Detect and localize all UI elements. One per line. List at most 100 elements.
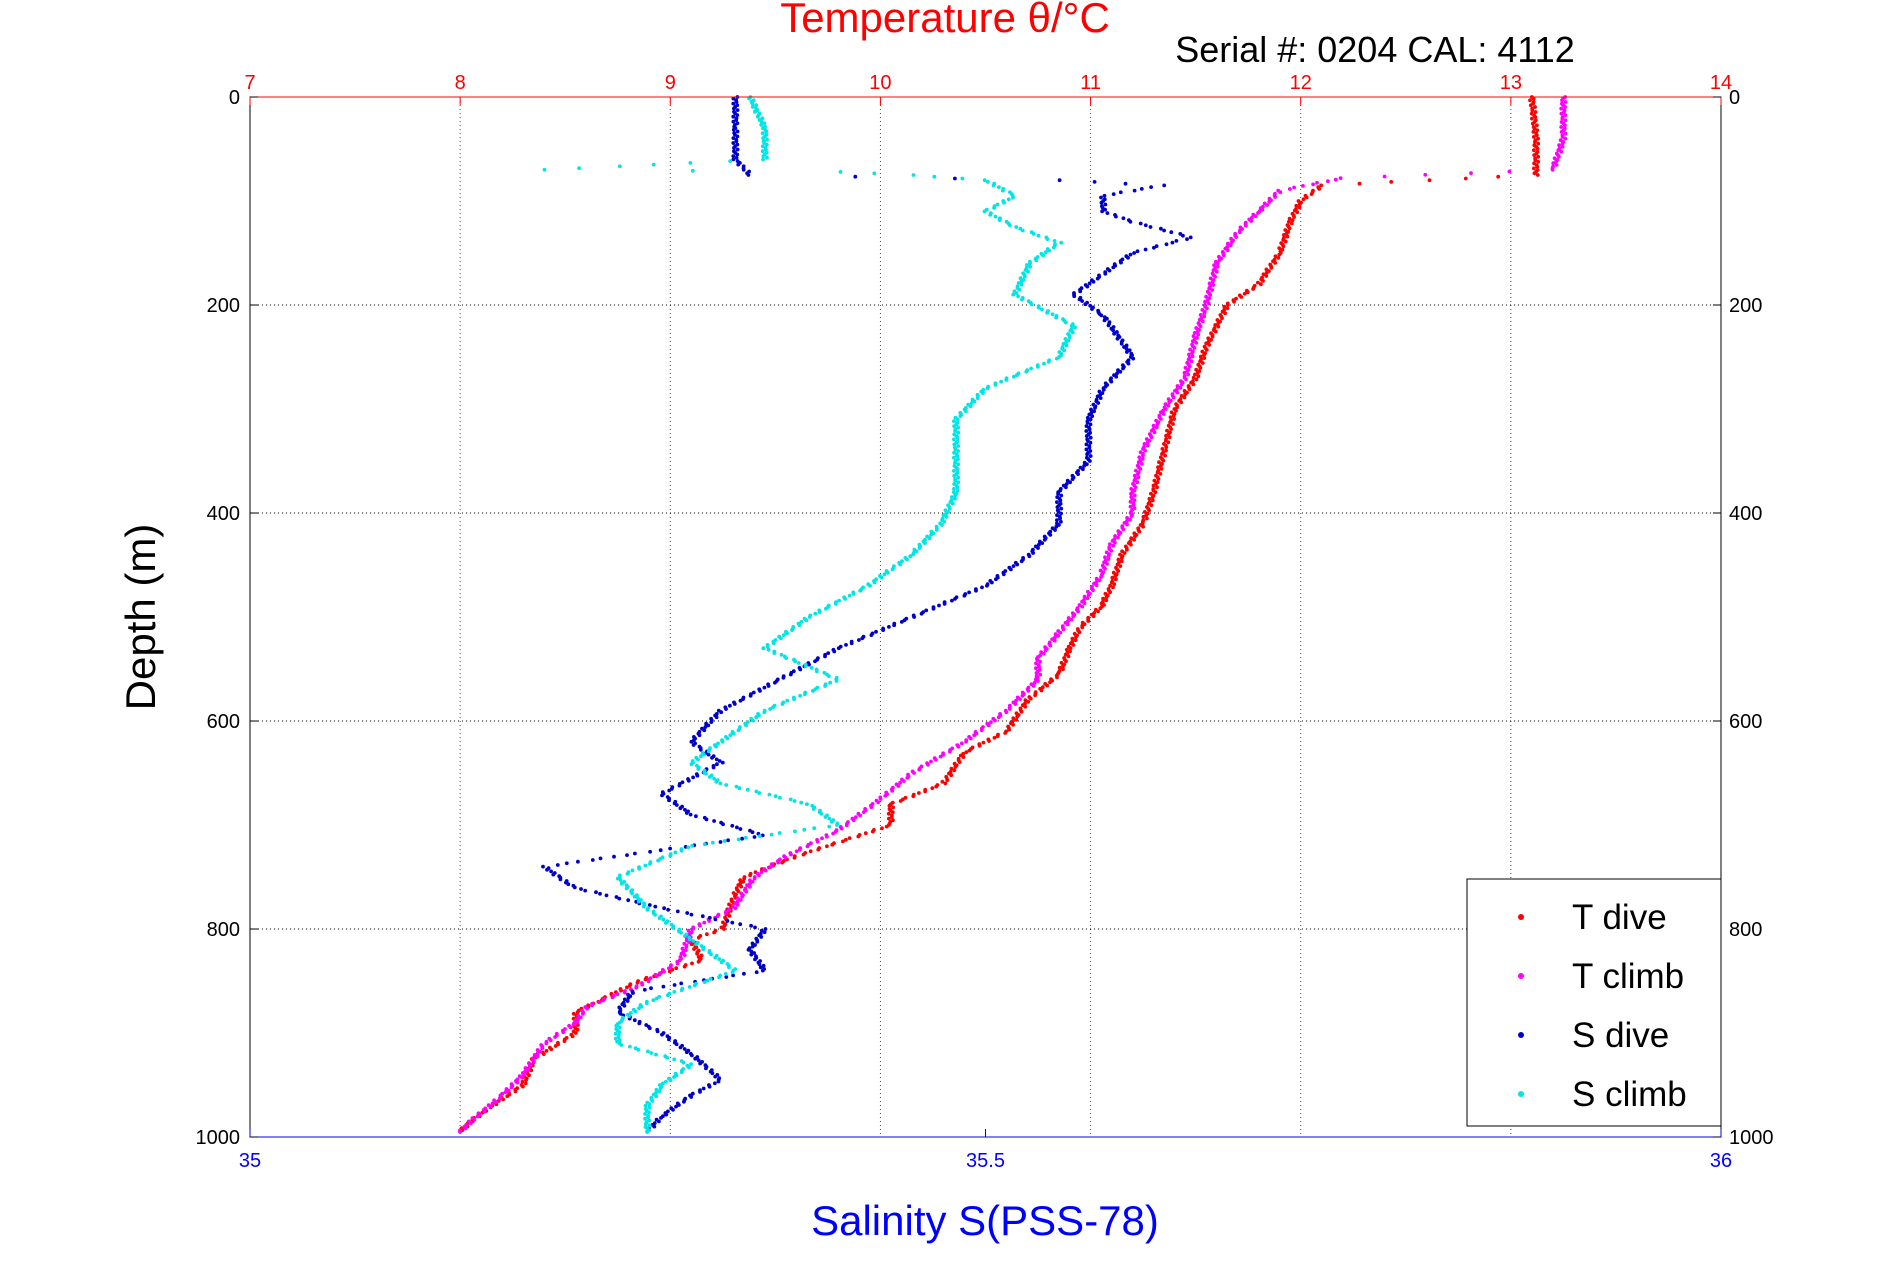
data-point (1088, 422, 1093, 427)
data-point (1151, 423, 1156, 428)
data-point (1187, 364, 1192, 369)
data-point (1164, 445, 1169, 450)
temperature-tick-label: 8 (455, 72, 466, 94)
data-point (731, 96, 736, 101)
data-point (1211, 283, 1216, 287)
data-point (575, 1010, 580, 1015)
data-point (698, 1061, 702, 1066)
data-point (1016, 294, 1020, 299)
data-point (1155, 470, 1160, 475)
data-point (532, 1059, 536, 1064)
data-point (1011, 564, 1016, 568)
data-point (1107, 268, 1112, 273)
data-point (653, 904, 658, 909)
data-point (633, 1009, 638, 1014)
data-point (679, 1070, 684, 1075)
data-point (1064, 343, 1069, 348)
data-point (1036, 305, 1041, 310)
data-point (720, 760, 725, 765)
data-point (781, 675, 786, 680)
data-point (1088, 440, 1093, 445)
data-point (1256, 211, 1260, 215)
data-point (1108, 542, 1112, 547)
data-point (566, 882, 571, 887)
data-point (707, 1084, 712, 1089)
data-point (657, 971, 662, 976)
data-point (726, 838, 730, 843)
data-point (1290, 218, 1295, 223)
data-point (1204, 341, 1209, 346)
data-point (1040, 541, 1045, 545)
data-point (754, 970, 759, 975)
data-point (952, 424, 956, 428)
data-point (1043, 250, 1048, 255)
data-point (953, 429, 957, 433)
data-point (515, 1080, 520, 1085)
data-point (1125, 547, 1129, 552)
data-point (738, 878, 742, 883)
data-point (768, 707, 772, 711)
data-point (1128, 219, 1133, 224)
data-point (736, 728, 741, 733)
data-point (1039, 688, 1044, 693)
data-point (1216, 321, 1221, 326)
data-point (612, 854, 616, 859)
data-point (975, 396, 980, 400)
data-point (995, 202, 1000, 207)
data-point (1028, 696, 1033, 701)
legend-label: T dive (1572, 898, 1667, 937)
data-point (598, 856, 603, 861)
data-point (952, 442, 957, 447)
data-point (1102, 193, 1107, 198)
data-point (1055, 513, 1059, 518)
data-point (689, 1062, 693, 1067)
data-point (807, 615, 812, 619)
data-point (1002, 200, 1006, 205)
data-point (803, 692, 807, 697)
data-point (1162, 183, 1167, 188)
data-point (745, 787, 750, 792)
data-point (667, 969, 672, 974)
data-point (1175, 390, 1180, 395)
data-point (1015, 714, 1020, 719)
data-point (1084, 434, 1089, 438)
data-point (792, 697, 796, 701)
data-point (666, 993, 670, 998)
data-point (757, 713, 761, 718)
data-point (1242, 291, 1247, 296)
data-point (805, 844, 810, 849)
data-point (886, 811, 891, 816)
data-point (1009, 567, 1013, 572)
data-point (1119, 556, 1124, 560)
data-point (1188, 347, 1192, 352)
data-point (1134, 468, 1138, 473)
data-point (501, 1097, 505, 1102)
data-point (1161, 458, 1166, 463)
data-point (1164, 242, 1169, 247)
data-point (718, 840, 723, 844)
data-point (1066, 654, 1071, 659)
data-point (955, 417, 960, 422)
data-point (1319, 183, 1324, 188)
data-point (642, 987, 647, 992)
data-point (1076, 609, 1080, 614)
data-point (880, 826, 884, 831)
data-point (943, 781, 948, 786)
data-point (889, 815, 894, 819)
data-point (1148, 225, 1153, 229)
data-point (804, 618, 809, 623)
data-point (930, 786, 935, 791)
data-point (578, 1015, 583, 1020)
data-point (1143, 247, 1148, 252)
data-point (949, 495, 954, 499)
data-point (923, 541, 927, 545)
data-point (1031, 551, 1035, 555)
data-point (1234, 235, 1239, 240)
data-point (636, 1047, 641, 1052)
data-point (521, 1084, 525, 1089)
data-point (792, 855, 797, 860)
data-point (1251, 287, 1255, 291)
data-point (1014, 718, 1019, 722)
data-point (618, 878, 623, 883)
data-point (1106, 323, 1111, 328)
